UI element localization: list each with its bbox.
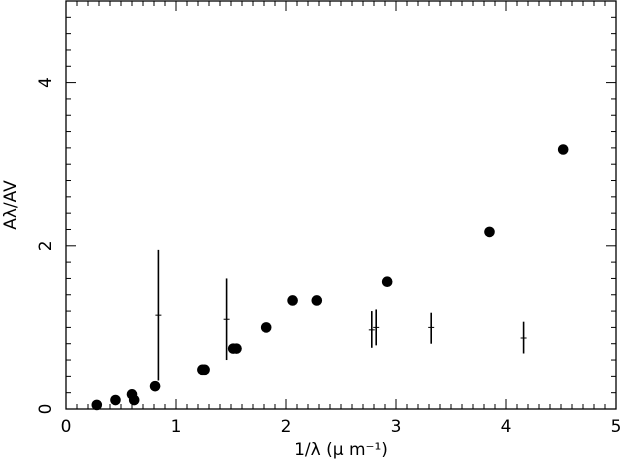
data-point <box>110 394 121 406</box>
data-point <box>557 144 569 155</box>
y-axis-label: Aλ/AV <box>1 180 21 230</box>
plot-frame <box>65 0 617 410</box>
errorbar-point <box>223 278 230 361</box>
x-tick-label: 3 <box>391 417 402 437</box>
y-tick-label: 4 <box>36 77 56 88</box>
y-tick-label: 0 <box>36 404 56 415</box>
data-point <box>231 343 242 354</box>
data-point <box>260 322 272 333</box>
errorbar-point <box>368 311 375 348</box>
x-axis-label: 1/λ (μ m⁻¹) <box>294 440 388 460</box>
data-point <box>311 295 323 306</box>
data-point <box>128 394 140 406</box>
errorbar-point <box>428 312 435 344</box>
errorbar-point <box>373 309 380 346</box>
data-point <box>149 380 161 392</box>
errorbar-point <box>155 249 162 381</box>
tick-labels: 0 1 2 3 4 5 0 2 4 <box>36 77 621 437</box>
y-tick-label: 2 <box>36 240 56 251</box>
data-marks <box>91 144 569 411</box>
data-point <box>199 364 210 376</box>
x-tick-label: 0 <box>61 417 72 437</box>
errorbar-point <box>520 321 527 354</box>
data-point <box>484 226 495 238</box>
x-tick-label: 1 <box>171 417 182 437</box>
x-tick-label: 2 <box>281 417 292 437</box>
data-point <box>381 276 393 288</box>
data-point <box>287 295 298 306</box>
data-point <box>91 399 103 411</box>
tick-marks <box>65 0 617 410</box>
x-tick-label: 5 <box>611 417 622 437</box>
x-tick-label: 4 <box>501 417 512 437</box>
